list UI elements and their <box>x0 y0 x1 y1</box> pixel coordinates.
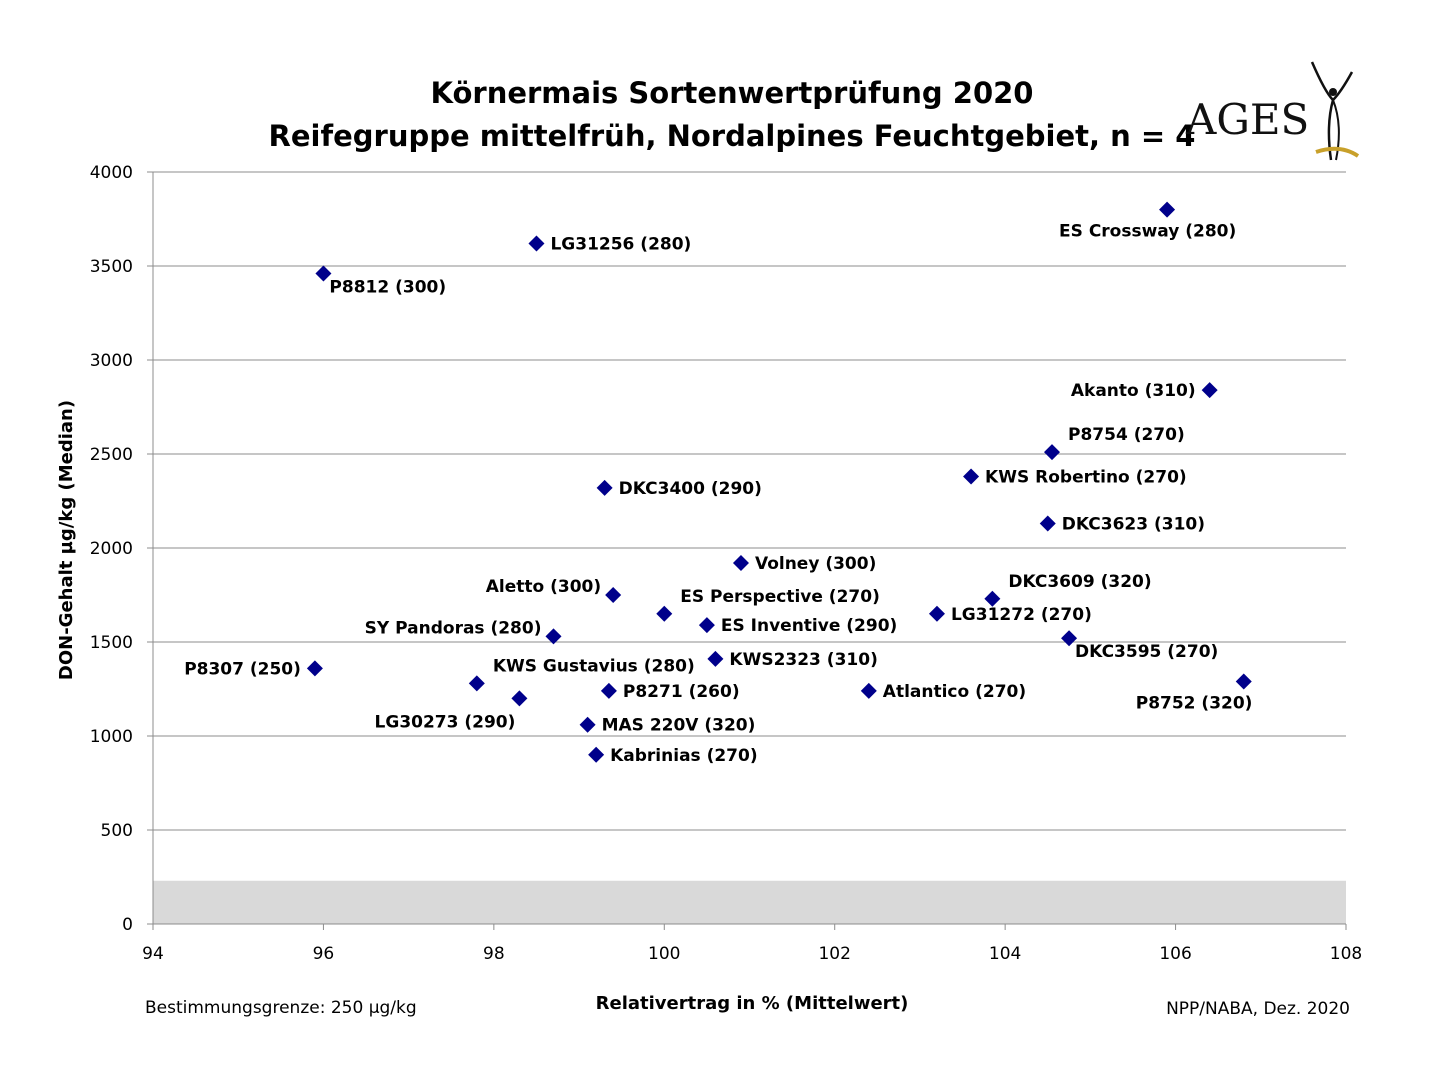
detection-limit-band <box>153 880 1346 924</box>
data-point-marker <box>928 605 945 622</box>
data-point-label: ES Crossway (280) <box>1059 222 1236 242</box>
data-point-label: Aletto (300) <box>486 577 601 597</box>
data-point-label: P8307 (250) <box>184 659 301 679</box>
ages-logo: AGES <box>1185 61 1360 161</box>
data-point-label: ES Perspective (270) <box>680 587 880 607</box>
data-point-label: DKC3609 (320) <box>1008 572 1151 592</box>
data-point-marker <box>1044 444 1061 461</box>
data-point-marker <box>579 716 596 733</box>
y-tick-label: 2000 <box>90 539 133 559</box>
data-point-marker <box>605 587 622 603</box>
data-point-marker <box>600 682 617 699</box>
data-point-label: KWS Gustavius (280) <box>493 656 695 676</box>
data-point-marker <box>984 590 1001 607</box>
data-point-label: LG30273 (290) <box>375 712 516 732</box>
gridlines <box>153 171 1346 831</box>
data-point-marker <box>545 628 562 645</box>
data-point-label: P8812 (300) <box>329 278 446 298</box>
data-point-label: SY Pandoras (280) <box>365 618 542 638</box>
data-point-marker <box>707 650 724 667</box>
data-point-marker <box>698 617 715 634</box>
data-labels: ES Crossway (280) LG31256 (280) P8812 (300… <box>184 222 1252 766</box>
data-point-label: DKC3595 (270) <box>1075 642 1218 662</box>
x-tick-label: 100 <box>648 944 680 964</box>
data-points <box>306 201 1252 763</box>
footer-source: NPP/NABA, Dez. 2020 <box>1166 999 1350 1019</box>
x-tick-label: 104 <box>989 944 1021 964</box>
x-axis-label: Relativertrag in % (Mittelwert) <box>596 993 909 1014</box>
chart-subtitle: Reifegruppe mittelfrüh, Nordalpines Feuc… <box>269 119 1196 153</box>
y-tick-labels: 0 500 1000 1500 2000 2500 3000 3500 4000 <box>90 163 133 935</box>
y-tick-label: 2500 <box>90 445 133 465</box>
data-point-label: Kabrinias (270) <box>610 746 758 766</box>
data-point-marker <box>656 605 673 622</box>
data-point-label: P8754 (270) <box>1068 425 1185 445</box>
data-point-marker <box>1039 515 1056 532</box>
data-point-label: DKC3400 (290) <box>619 479 762 499</box>
x-tick-label: 102 <box>818 944 850 964</box>
data-point-label: KWS Robertino (270) <box>985 468 1187 488</box>
chart-title: Körnermais Sortenwertprüfung 2020 <box>431 76 1034 110</box>
x-tick-labels: 94 96 98 100 102 104 106 108 <box>142 944 1362 964</box>
data-point-marker <box>596 479 613 496</box>
data-point-label: Atlantico (270) <box>883 682 1026 702</box>
y-tick-label: 4000 <box>90 163 133 183</box>
data-point-label: P8752 (320) <box>1136 693 1253 713</box>
y-tick-label: 1500 <box>90 633 133 653</box>
data-point-label: KWS2323 (310) <box>729 650 877 670</box>
footer-detection-limit: Bestimmungsgrenze: 250 µg/kg <box>145 998 417 1018</box>
data-point-label: MAS 220V (320) <box>602 716 756 736</box>
data-point-marker <box>306 660 323 677</box>
x-tick-label: 96 <box>313 944 335 964</box>
data-point-marker <box>860 682 877 699</box>
ages-logo-figure-icon <box>1310 61 1360 161</box>
data-point-label: ES Inventive (290) <box>721 616 897 636</box>
data-point-label: P8271 (260) <box>623 682 740 702</box>
x-tick-label: 98 <box>483 944 505 964</box>
y-tick-label: 3500 <box>90 257 133 277</box>
axes <box>147 171 1347 930</box>
data-point-label: Volney (300) <box>755 554 876 574</box>
data-point-marker <box>732 555 749 572</box>
x-tick-label: 108 <box>1330 944 1362 964</box>
data-point-marker <box>588 746 605 763</box>
data-point-label: LG31272 (270) <box>951 605 1092 625</box>
data-point-marker <box>315 265 332 282</box>
y-axis-label: DON-Gehalt µg/kg (Median) <box>56 400 77 680</box>
data-point-label: Akanto (310) <box>1071 381 1196 401</box>
x-tick-label: 106 <box>1159 944 1191 964</box>
data-point-marker <box>963 468 980 485</box>
y-tick-label: 1000 <box>90 727 133 747</box>
data-point-marker <box>468 675 485 692</box>
data-point-marker <box>528 235 545 252</box>
y-tick-label: 3000 <box>90 351 133 371</box>
y-tick-label: 500 <box>101 821 133 841</box>
y-tick-label: 0 <box>122 915 133 935</box>
data-point-marker <box>1235 673 1252 690</box>
ages-logo-text: AGES <box>1185 95 1309 144</box>
data-point-marker <box>1159 201 1176 218</box>
data-point-marker <box>1201 382 1218 399</box>
data-point-marker <box>1061 630 1078 647</box>
data-point-label: LG31256 (280) <box>550 234 691 254</box>
x-tick-label: 94 <box>142 944 164 964</box>
data-point-label: DKC3623 (310) <box>1062 515 1205 535</box>
data-point-marker <box>511 690 528 707</box>
